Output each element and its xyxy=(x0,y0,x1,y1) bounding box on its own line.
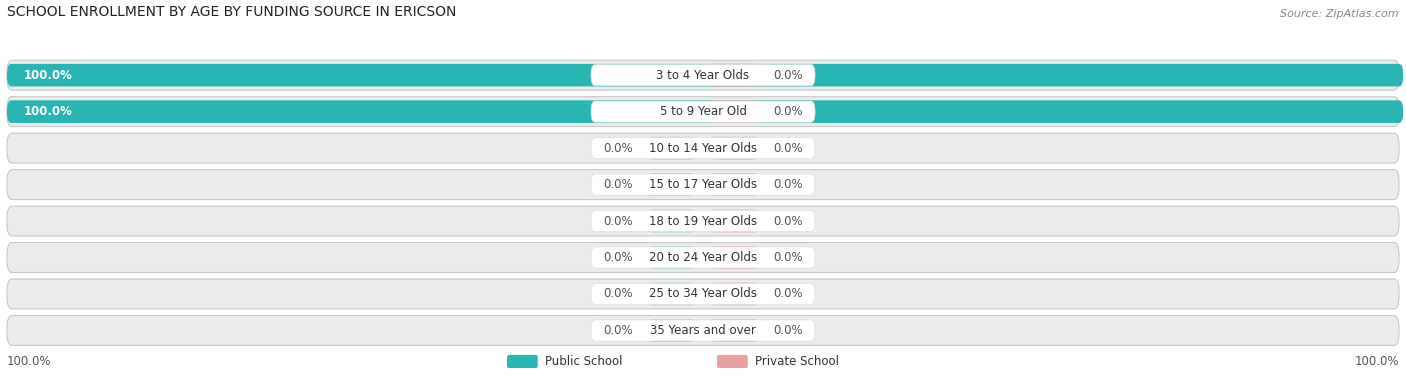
FancyBboxPatch shape xyxy=(647,137,696,159)
Text: 18 to 19 Year Olds: 18 to 19 Year Olds xyxy=(650,215,756,228)
Text: 0.0%: 0.0% xyxy=(603,288,633,300)
Text: 20 to 24 Year Olds: 20 to 24 Year Olds xyxy=(650,251,756,264)
Text: 0.0%: 0.0% xyxy=(773,288,803,300)
FancyBboxPatch shape xyxy=(591,284,815,305)
FancyBboxPatch shape xyxy=(7,133,1399,163)
FancyBboxPatch shape xyxy=(710,173,759,196)
Text: 100.0%: 100.0% xyxy=(24,105,73,118)
Text: 0.0%: 0.0% xyxy=(603,251,633,264)
Text: 0.0%: 0.0% xyxy=(773,105,803,118)
FancyBboxPatch shape xyxy=(508,355,537,368)
FancyBboxPatch shape xyxy=(7,316,1399,345)
Text: 35 Years and over: 35 Years and over xyxy=(650,324,756,337)
FancyBboxPatch shape xyxy=(7,242,1399,273)
Text: 0.0%: 0.0% xyxy=(773,324,803,337)
Text: 100.0%: 100.0% xyxy=(24,69,73,82)
Text: 100.0%: 100.0% xyxy=(1354,355,1399,368)
Text: 5 to 9 Year Old: 5 to 9 Year Old xyxy=(659,105,747,118)
Text: 3 to 4 Year Olds: 3 to 4 Year Olds xyxy=(657,69,749,82)
Text: 100.0%: 100.0% xyxy=(7,355,52,368)
Text: 0.0%: 0.0% xyxy=(603,324,633,337)
Text: SCHOOL ENROLLMENT BY AGE BY FUNDING SOURCE IN ERICSON: SCHOOL ENROLLMENT BY AGE BY FUNDING SOUR… xyxy=(7,5,457,18)
FancyBboxPatch shape xyxy=(647,173,696,196)
FancyBboxPatch shape xyxy=(591,64,815,86)
FancyBboxPatch shape xyxy=(7,97,1399,127)
FancyBboxPatch shape xyxy=(647,319,696,342)
FancyBboxPatch shape xyxy=(710,210,759,232)
Text: Public School: Public School xyxy=(544,355,623,368)
FancyBboxPatch shape xyxy=(591,138,815,159)
Text: 15 to 17 Year Olds: 15 to 17 Year Olds xyxy=(650,178,756,191)
Text: 10 to 14 Year Olds: 10 to 14 Year Olds xyxy=(650,142,756,155)
FancyBboxPatch shape xyxy=(591,210,815,231)
Text: 0.0%: 0.0% xyxy=(773,69,803,82)
Text: 0.0%: 0.0% xyxy=(773,178,803,191)
Text: 0.0%: 0.0% xyxy=(773,215,803,228)
FancyBboxPatch shape xyxy=(591,320,815,341)
FancyBboxPatch shape xyxy=(7,64,1403,86)
Text: 0.0%: 0.0% xyxy=(773,251,803,264)
FancyBboxPatch shape xyxy=(647,283,696,305)
FancyBboxPatch shape xyxy=(7,279,1399,309)
Text: 0.0%: 0.0% xyxy=(603,215,633,228)
Text: Source: ZipAtlas.com: Source: ZipAtlas.com xyxy=(1281,9,1399,18)
FancyBboxPatch shape xyxy=(591,174,815,195)
Text: Private School: Private School xyxy=(755,355,839,368)
FancyBboxPatch shape xyxy=(591,101,815,122)
FancyBboxPatch shape xyxy=(7,100,1403,123)
FancyBboxPatch shape xyxy=(710,246,759,269)
FancyBboxPatch shape xyxy=(710,283,759,305)
Text: 0.0%: 0.0% xyxy=(603,178,633,191)
FancyBboxPatch shape xyxy=(7,170,1399,199)
Text: 0.0%: 0.0% xyxy=(773,142,803,155)
FancyBboxPatch shape xyxy=(7,206,1399,236)
FancyBboxPatch shape xyxy=(710,137,759,159)
FancyBboxPatch shape xyxy=(710,319,759,342)
Text: 0.0%: 0.0% xyxy=(603,142,633,155)
FancyBboxPatch shape xyxy=(710,100,759,123)
FancyBboxPatch shape xyxy=(710,64,759,86)
FancyBboxPatch shape xyxy=(717,355,748,368)
FancyBboxPatch shape xyxy=(7,60,1399,90)
Text: 25 to 34 Year Olds: 25 to 34 Year Olds xyxy=(650,288,756,300)
FancyBboxPatch shape xyxy=(647,246,696,269)
FancyBboxPatch shape xyxy=(591,247,815,268)
FancyBboxPatch shape xyxy=(647,210,696,232)
